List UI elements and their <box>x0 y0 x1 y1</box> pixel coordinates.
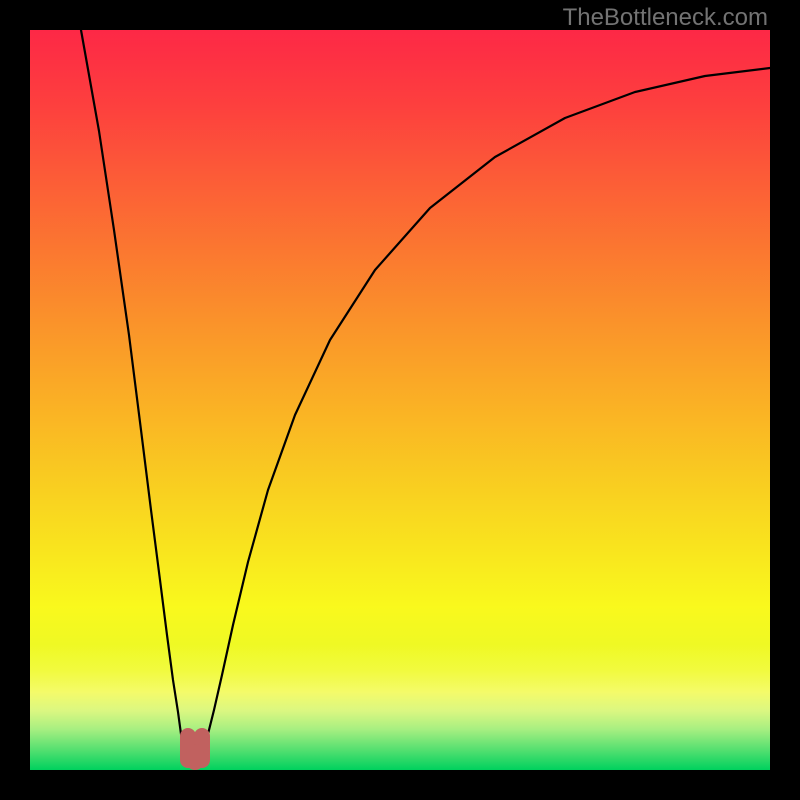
watermark-text: TheBottleneck.com <box>563 4 768 32</box>
curve-minimum-marker-mid <box>186 744 204 770</box>
bottleneck-curve <box>0 0 800 800</box>
